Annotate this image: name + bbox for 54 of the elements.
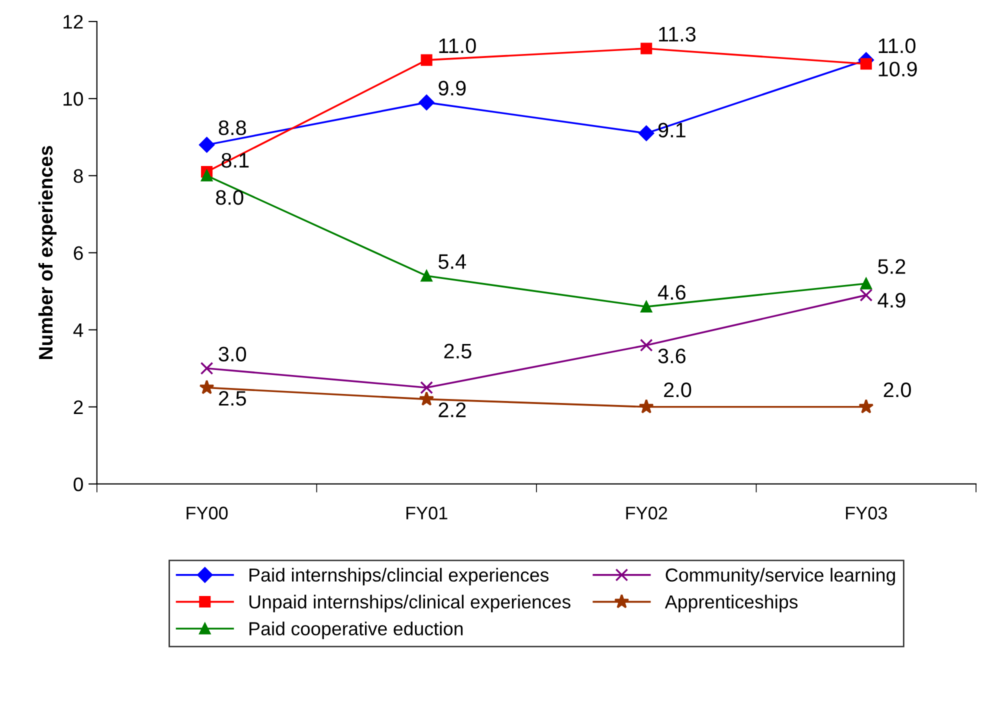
- data-label: 2.5: [444, 344, 472, 359]
- data-label: 11.0: [439, 38, 476, 54]
- point: [199, 380, 214, 394]
- y-tick-label: 0: [74, 477, 83, 492]
- y-tick-label: 2: [74, 400, 83, 414]
- legend-label: Unpaid internships/clinical experiences: [249, 594, 570, 612]
- data-label: 3.0: [218, 346, 246, 362]
- point: [420, 381, 434, 394]
- point: [860, 278, 872, 290]
- point: [201, 170, 213, 182]
- y-tick-label: 10: [64, 92, 83, 106]
- point: [858, 399, 874, 414]
- legend-label: Community/service learning: [666, 568, 895, 586]
- data-label: 11.0: [878, 38, 916, 54]
- point: [860, 58, 872, 70]
- data-label: 2.2: [438, 402, 466, 418]
- y-tick-label: 6: [74, 246, 83, 260]
- data-label: 3.6: [658, 348, 686, 364]
- data-label: 8.0: [216, 190, 244, 205]
- x-tick-label: FY01: [406, 506, 448, 520]
- y-tick-label: 12: [64, 14, 83, 29]
- point: [420, 54, 432, 66]
- data-label: 11.3: [659, 26, 696, 42]
- data-label: 4.9: [878, 292, 906, 308]
- point: [640, 338, 653, 352]
- legend-label: Paid internships/clincial experiences: [250, 568, 549, 586]
- point: [420, 270, 432, 282]
- x-tick-label: FY03: [846, 506, 887, 520]
- y-axis-title: Number of experiences: [38, 146, 57, 359]
- y-tick-label: 8: [74, 169, 83, 183]
- data-label: 9.1: [658, 122, 686, 138]
- point: [860, 288, 873, 302]
- point: [199, 137, 215, 153]
- data-label: 5.4: [438, 254, 466, 269]
- x-tick-label: FY00: [186, 506, 228, 520]
- point: [638, 125, 654, 142]
- data-label: 2.0: [664, 382, 692, 398]
- legend-label: Apprenticeships: [664, 594, 798, 612]
- point: [419, 391, 434, 406]
- point: [640, 42, 652, 54]
- point: [418, 94, 434, 110]
- data-label: 5.2: [878, 259, 906, 274]
- data-label: 10.9: [878, 62, 917, 76]
- point: [638, 399, 654, 414]
- data-label: 2.0: [884, 382, 911, 398]
- point: [200, 362, 214, 375]
- x-tick-label: FY02: [626, 506, 668, 520]
- data-label: 4.6: [658, 285, 686, 300]
- data-label: 2.5: [218, 390, 246, 406]
- data-label: 9.9: [438, 80, 466, 96]
- legend-label: Paid cooperative eduction: [250, 622, 463, 640]
- point: [640, 300, 652, 312]
- data-label: 8.8: [218, 120, 246, 136]
- y-tick-label: 4: [73, 323, 84, 337]
